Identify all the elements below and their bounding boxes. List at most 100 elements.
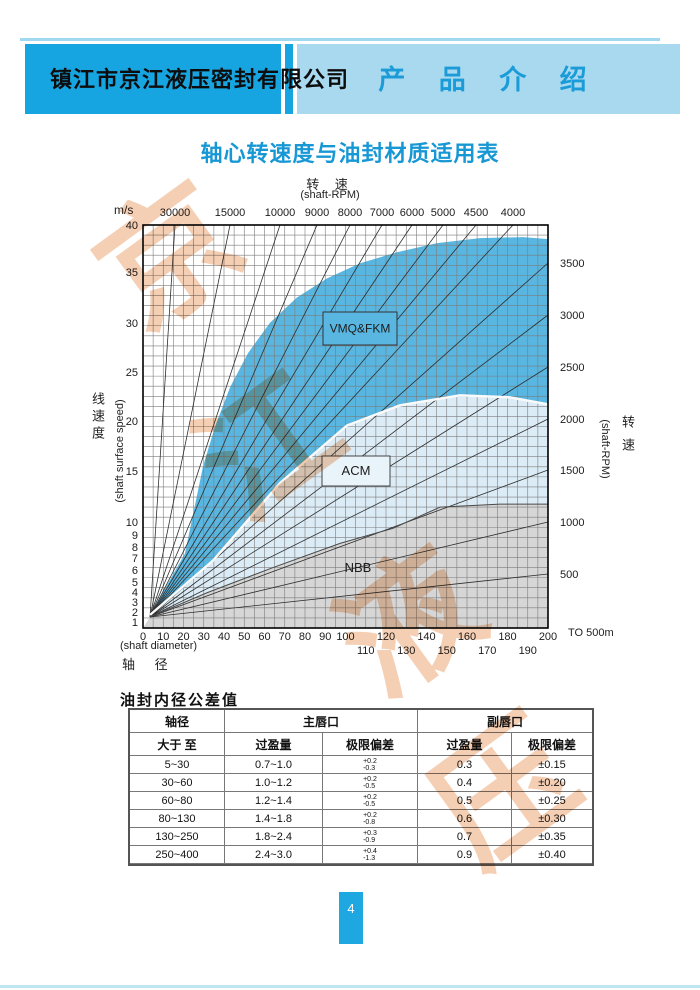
bottom-diameter-tick: 140: [417, 631, 435, 643]
right-axis-label-zh: 转速: [620, 415, 635, 461]
bottom-diameter-tick: 150: [438, 645, 456, 657]
cell-shaft-range: 250~400: [130, 846, 225, 864]
bottom-diameter-tick: 170: [478, 645, 496, 657]
left-speed-tick: 3: [132, 597, 138, 609]
bottom-diameter-tick: 60: [258, 631, 270, 643]
cell-main-interference: 1.4~1.8: [225, 810, 323, 828]
cell-shaft-range: 60~80: [130, 792, 225, 810]
region-acm: [150, 395, 548, 617]
deviation-stack: +0.2 -0.8: [363, 811, 377, 826]
right-rpm-tick: 3500: [560, 258, 584, 270]
section-title: 产 品 介 绍: [378, 65, 599, 96]
boundary-acm-nbb: [149, 503, 548, 618]
cell-aux-interference: 0.3: [418, 756, 512, 774]
cell-aux-interference: 0.7: [418, 828, 512, 846]
cell-aux-deviation: ±0.20: [512, 774, 592, 792]
plot-frame: [142, 224, 549, 629]
col-header-aux-deviation: 极限偏差: [512, 733, 592, 756]
cell-main-deviation: +0.2 -0.5: [323, 792, 418, 810]
page-number: 4: [347, 901, 355, 916]
right-rpm-tick: 1500: [560, 465, 584, 477]
bottom-diameter-tick: 70: [279, 631, 291, 643]
bottom-diameter-tick: 190: [519, 645, 537, 657]
top-axis-label-zh: 转 速: [306, 177, 354, 192]
left-speed-tick: 8: [132, 542, 138, 554]
deviation-stack: +0.4 -1.3: [363, 847, 377, 862]
cell-main-interference: 0.7~1.0: [225, 756, 323, 774]
page-number-badge: 4: [339, 892, 363, 944]
cell-main-interference: 1.0~1.2: [225, 774, 323, 792]
bottom-diameter-tick: 20: [177, 631, 189, 643]
bottom-diameter-tick: 80: [299, 631, 311, 643]
left-speed-tick: 6: [132, 565, 138, 577]
bottom-diameter-tick: 40: [218, 631, 230, 643]
col-header-main-lip: 主唇口: [225, 710, 418, 733]
header-divider-stripe: [285, 44, 293, 114]
top-rpm-tick: 8000: [338, 207, 362, 219]
footer-accent-line: [0, 985, 700, 988]
header-accent-line: [20, 38, 660, 41]
top-rpm-tick: 10000: [265, 207, 296, 219]
cell-main-deviation: +0.3 -0.9: [323, 828, 418, 846]
label-box-vmq-fkm: [322, 311, 398, 346]
cell-aux-deviation: ±0.15: [512, 756, 592, 774]
deviation-stack: +0.2 -0.3: [363, 757, 377, 772]
company-name: 镇江市京江液压密封有限公司: [50, 67, 350, 93]
header-company-bar: [25, 44, 281, 114]
deviation-stack: +0.2 -0.5: [363, 793, 377, 808]
header-section-bar: [297, 44, 680, 114]
cell-main-deviation: +0.2 -0.3: [323, 756, 418, 774]
left-speed-tick: 40: [126, 220, 138, 232]
bottom-axis-label-zh: 轴 径: [122, 657, 176, 672]
region-label-acm: ACM: [342, 463, 371, 478]
top-rpm-tick: 4500: [464, 207, 488, 219]
axis-range-note: TO 500m: [568, 627, 614, 639]
cell-aux-interference: 0.4: [418, 774, 512, 792]
cell-shaft-range: 130~250: [130, 828, 225, 846]
boundary-vmq-acm: [149, 394, 549, 616]
top-rpm-tick: 7000: [370, 207, 394, 219]
top-rpm-tick: 6000: [400, 207, 424, 219]
bottom-diameter-tick: 30: [198, 631, 210, 643]
cell-shaft-range: 30~60: [130, 774, 225, 792]
right-rpm-tick: 2000: [560, 414, 584, 426]
left-speed-tick: 30: [126, 318, 138, 330]
cell-main-deviation: +0.2 -0.8: [323, 810, 418, 828]
left-axis-label-zh: 线速度: [90, 392, 105, 443]
cell-aux-deviation: ±0.35: [512, 828, 592, 846]
left-speed-tick: 9: [132, 530, 138, 542]
cell-shaft-range: 5~30: [130, 756, 225, 774]
right-axis-label-en: (shaft-RPM): [599, 419, 611, 479]
cell-main-deviation: +0.2 -0.5: [323, 774, 418, 792]
col-header-aux-lip: 副唇口: [418, 710, 592, 733]
cell-aux-interference: 0.6: [418, 810, 512, 828]
left-speed-tick: 25: [126, 367, 138, 379]
top-rpm-tick: 15000: [215, 207, 246, 219]
bottom-diameter-tick: 200: [539, 631, 557, 643]
cell-main-interference: 1.8~2.4: [225, 828, 323, 846]
bottom-diameter-tick: 180: [498, 631, 516, 643]
bottom-diameter-tick: 10: [157, 631, 169, 643]
deviation-stack: +0.3 -0.9: [363, 829, 377, 844]
bottom-diameter-tick: 130: [397, 645, 415, 657]
cell-shaft-range: 80~130: [130, 810, 225, 828]
bottom-axis-label-en: (shaft diameter): [120, 640, 198, 652]
top-rpm-tick: 4000: [501, 207, 525, 219]
left-speed-tick: 15: [126, 466, 138, 478]
right-rpm-tick: 2500: [560, 362, 584, 374]
top-rpm-tick: 9000: [305, 207, 329, 219]
col-header-main-deviation: 极限偏差: [323, 733, 418, 756]
left-speed-tick: 1: [132, 617, 138, 629]
tolerance-table-title: 油封内径公差值: [120, 692, 240, 709]
bottom-diameter-tick: 110: [357, 645, 375, 657]
left-speed-tick: 20: [126, 416, 138, 428]
region-label-vmq-fkm: VMQ&FKM: [330, 322, 391, 336]
cell-aux-interference: 0.5: [418, 792, 512, 810]
page-title: 轴心转速度与油封材质适用表: [200, 141, 500, 166]
right-rpm-tick: 1000: [560, 517, 584, 529]
left-axis-unit: m/s: [114, 203, 134, 217]
top-rpm-tick: 30000: [160, 207, 191, 219]
left-axis-label-en: (shaft surface speed): [114, 399, 126, 503]
